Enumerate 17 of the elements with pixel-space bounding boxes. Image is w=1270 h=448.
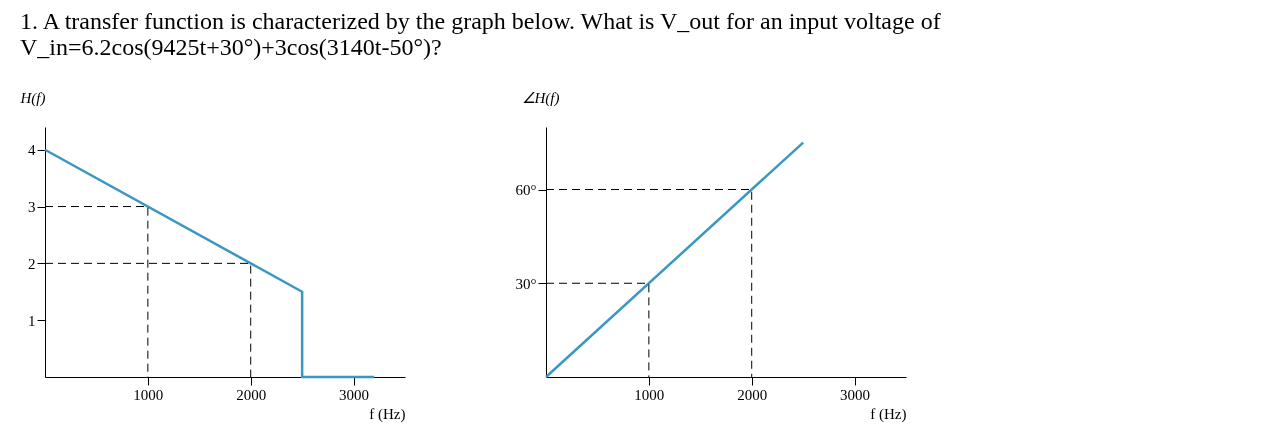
y-tick-label: 3: [28, 199, 36, 216]
y-tick-label: 2: [28, 255, 36, 272]
y-tick-label: 1: [28, 312, 36, 329]
x-tick-label: 2000: [236, 386, 267, 403]
x-axis-title: f (Hz): [369, 405, 406, 423]
y-tick-label: 4: [28, 142, 36, 159]
x-tick-label: 1000: [634, 386, 665, 403]
y-axis-title: ∠H(f): [521, 89, 560, 107]
x-axis-title: f (Hz): [870, 405, 907, 423]
text: 1. A transfer function is characterized by the graph below. What is V_out for an input voltage of V_in=6.2cos(9425t+30°)+3cos(3140t-50°)?: [20, 8, 941, 60]
x-tick-label: 3000: [339, 386, 370, 403]
y-axis-title: H(f): [19, 89, 46, 107]
y-tick-label: 30°: [515, 275, 537, 292]
x-tick-label: 2000: [737, 386, 768, 403]
x-tick-label: 1000: [133, 386, 164, 403]
y-tick-label: 60°: [515, 182, 537, 198]
x-tick-label: 3000: [840, 386, 871, 403]
